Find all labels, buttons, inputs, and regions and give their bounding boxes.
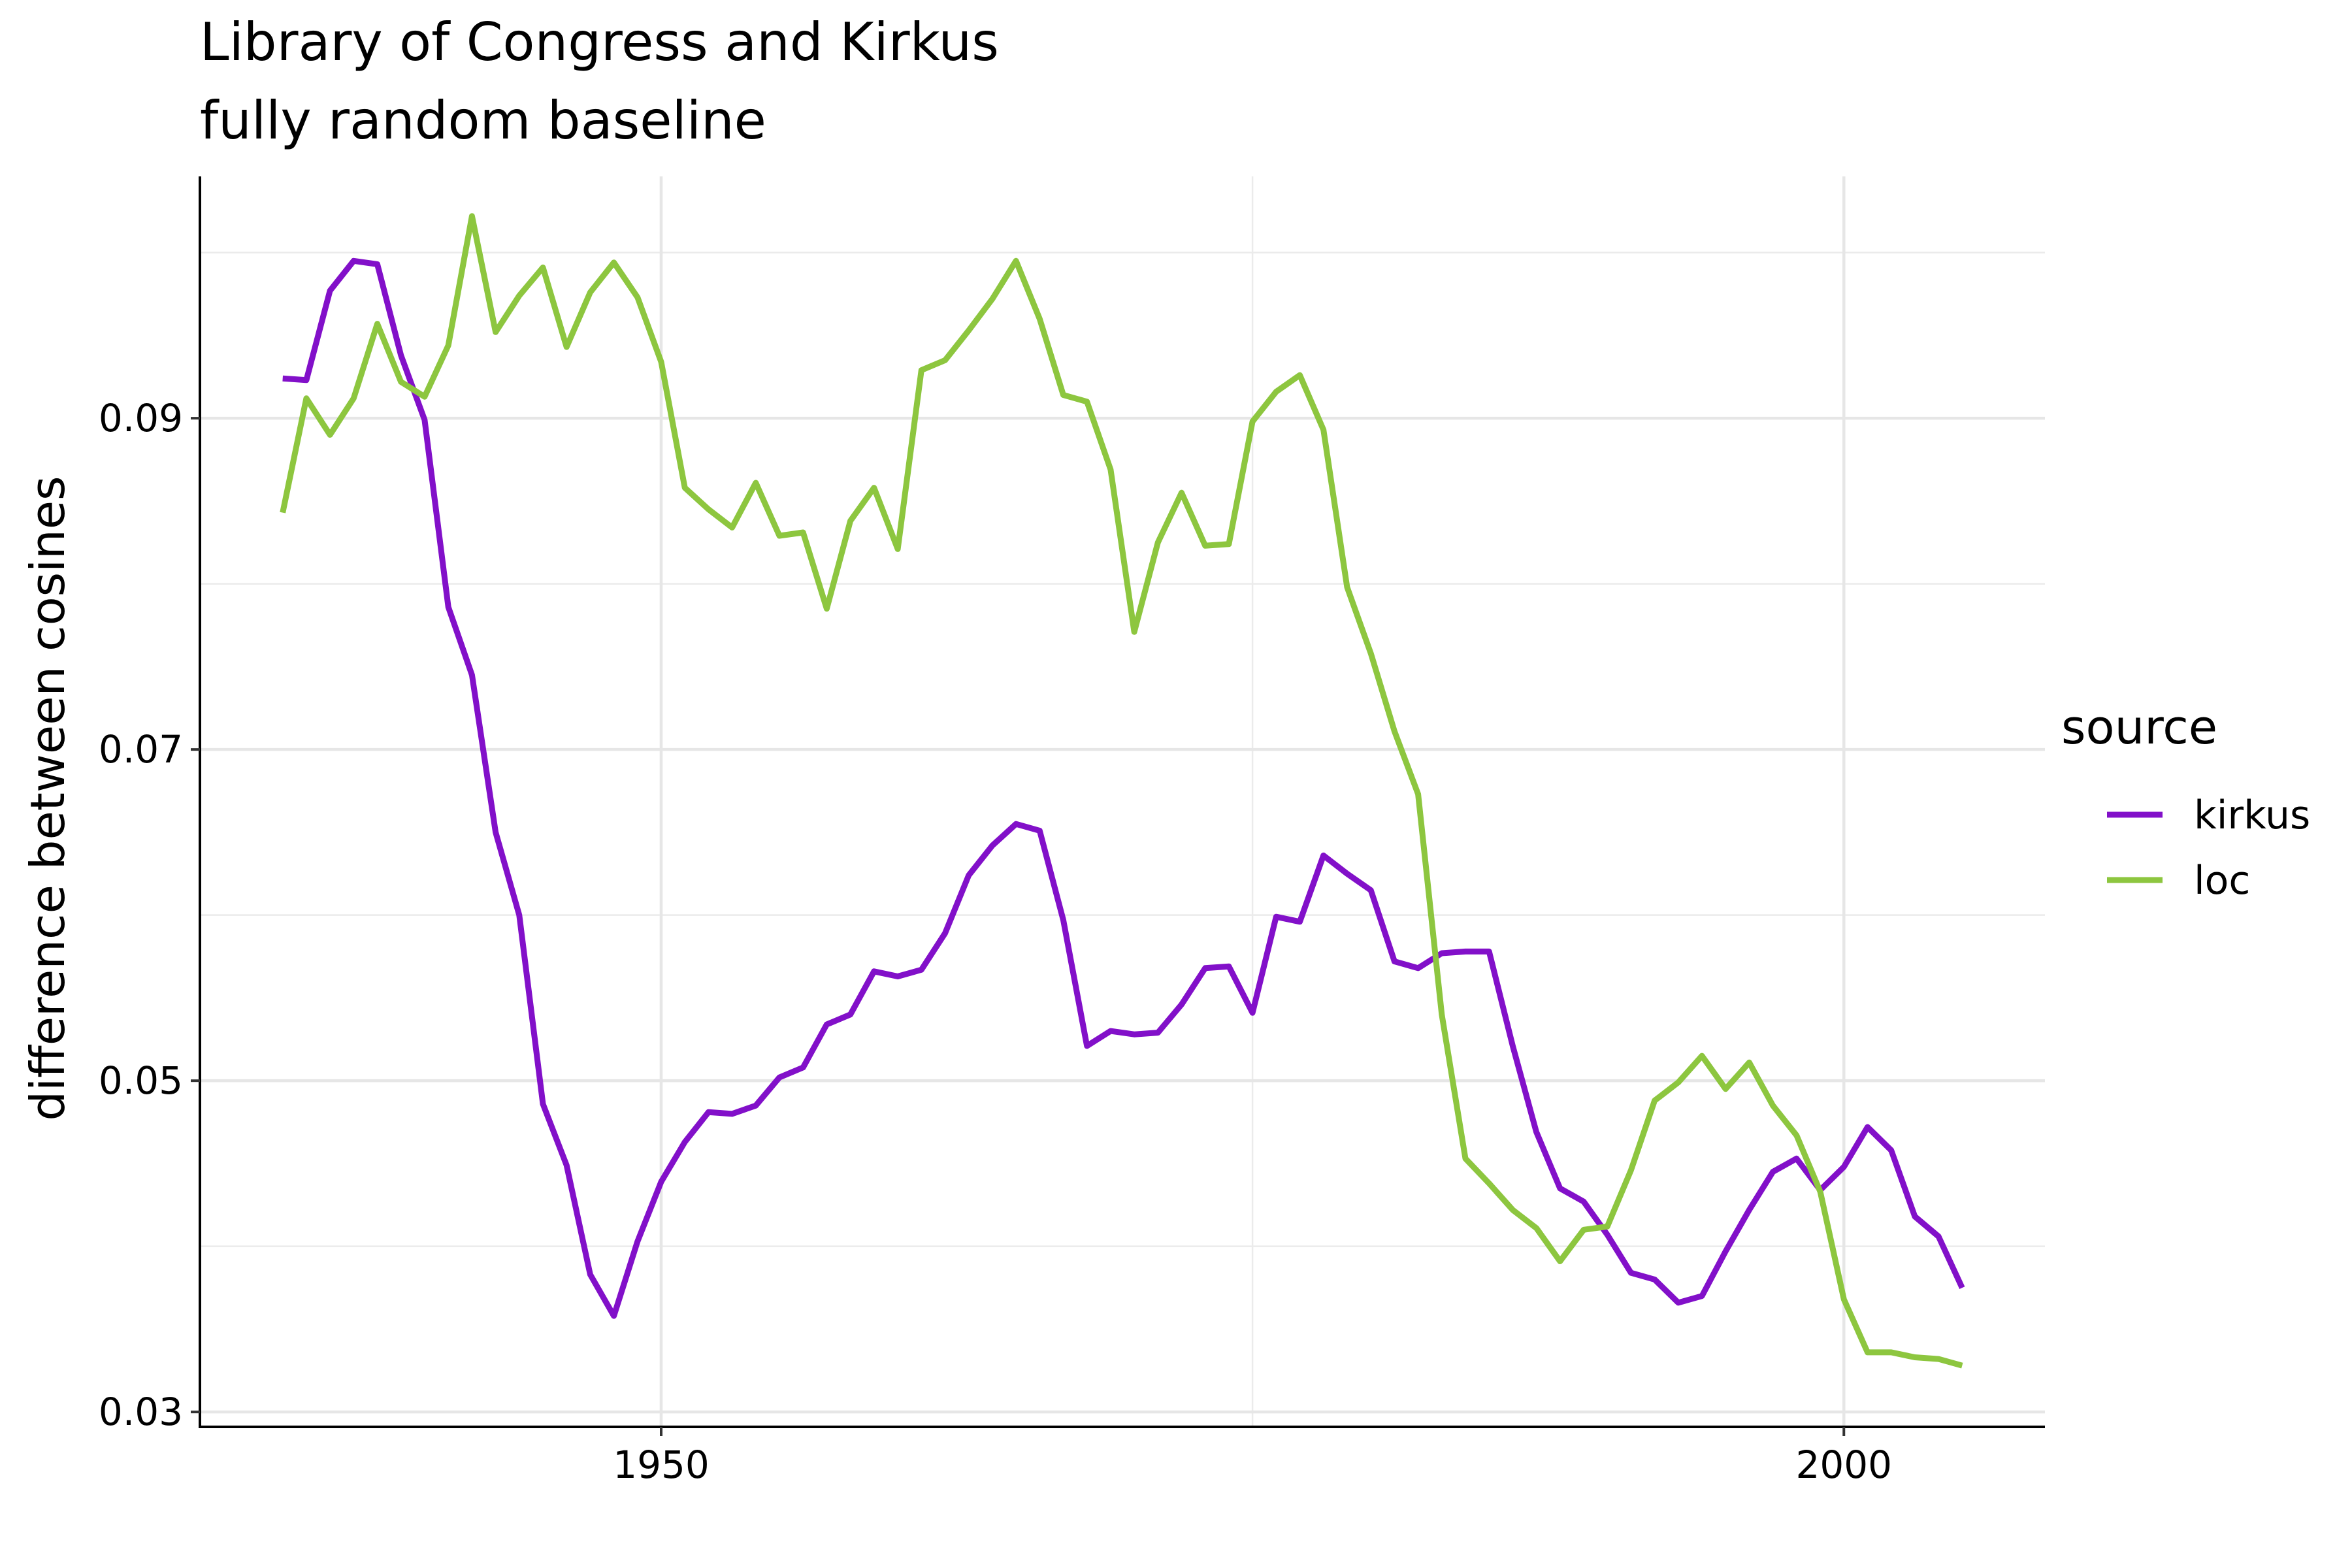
- chart-title: Library of Congress and Kirkus: [200, 12, 999, 73]
- legend-title: source: [2061, 700, 2217, 755]
- legend-label-loc: loc: [2194, 858, 2250, 904]
- series-line-kirkus: [282, 257, 1965, 1319]
- y-tick-label: 0.05: [99, 1058, 183, 1103]
- series-lines: [280, 213, 1965, 1369]
- legend-items: kirkus loc: [2107, 792, 2310, 904]
- y-tick-label: 0.03: [99, 1390, 183, 1434]
- y-tick-label: 0.07: [99, 727, 183, 772]
- major-gridlines: [200, 176, 2045, 1427]
- y-axis-title: difference between cosines: [20, 476, 75, 1120]
- x-tick-label: 1950: [613, 1443, 710, 1487]
- legend-label-kirkus: kirkus: [2194, 792, 2310, 838]
- legend: source kirkus loc: [2061, 700, 2310, 904]
- y-axis-ticks: 0.03 0.05 0.07 0.09: [99, 396, 200, 1434]
- x-axis-ticks: 1950 2000: [613, 1427, 1892, 1487]
- y-tick-label: 0.09: [99, 396, 183, 440]
- series-line-loc: [280, 213, 1963, 1369]
- chart-subtitle: fully random baseline: [200, 90, 766, 151]
- x-tick-label: 2000: [1795, 1443, 1892, 1487]
- minor-gridlines: [200, 176, 2045, 1427]
